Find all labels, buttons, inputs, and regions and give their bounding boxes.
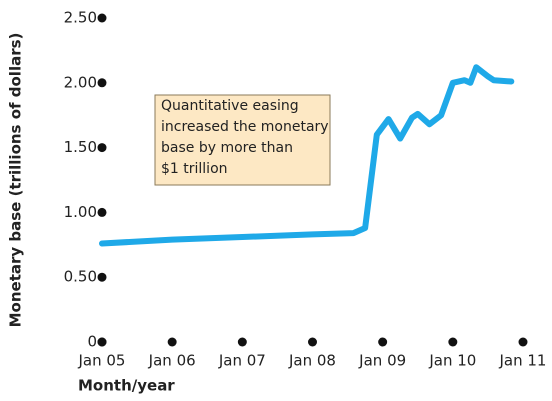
x-tick-mark	[308, 337, 317, 347]
annotation-box	[154, 94, 331, 186]
x-tick-label: Jan 09	[358, 352, 406, 370]
y-axis-label: Monetary base (trillions of dollars)	[7, 33, 25, 328]
annotation-text: $1 trillion	[161, 161, 228, 177]
y-tick-mark	[97, 272, 107, 282]
annotation-text: base by more than	[161, 140, 293, 156]
y-tick-mark	[97, 207, 107, 217]
y-tick-label: 1.50	[64, 138, 97, 156]
x-tick-mark	[97, 337, 107, 347]
y-tick-mark	[97, 143, 107, 153]
x-tick-label: Jan 08	[288, 352, 336, 370]
x-tick-label: Jan 10	[428, 352, 476, 370]
y-tick-label: 2.00	[64, 73, 97, 91]
x-axis-label: Month/year	[78, 377, 175, 395]
y-tick-label: 0	[87, 333, 97, 351]
data-line	[99, 64, 515, 247]
y-tick-mark	[97, 13, 107, 23]
x-tick-mark	[518, 337, 528, 347]
x-tick-label: Jan 05	[78, 352, 126, 370]
x-tick-mark	[237, 337, 247, 347]
y-tick-mark	[97, 78, 107, 88]
x-tick-mark	[378, 337, 388, 347]
annotation-text: Quantitative easing	[161, 98, 299, 114]
x-tick-mark	[167, 337, 177, 347]
x-tick-label: Jan 11	[499, 352, 547, 370]
y-tick-label: 0.50	[64, 268, 97, 286]
annotation-text: increased the monetary	[161, 119, 329, 135]
x-tick-label: Jan 06	[148, 352, 196, 370]
x-tick-mark	[448, 337, 458, 347]
y-tick-label: 2.50	[64, 9, 97, 27]
y-tick-label: 1.00	[64, 203, 97, 221]
x-tick-label: Jan 07	[218, 352, 266, 370]
